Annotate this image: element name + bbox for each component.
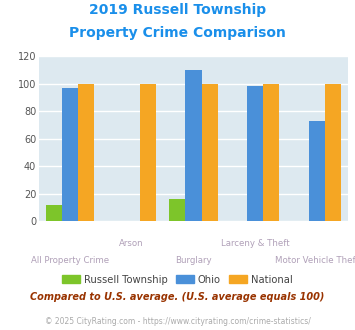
Bar bbox=[62, 88, 78, 221]
Text: Arson: Arson bbox=[119, 239, 144, 248]
Bar bbox=[202, 83, 218, 221]
Bar bbox=[140, 83, 156, 221]
Text: © 2025 CityRating.com - https://www.cityrating.com/crime-statistics/: © 2025 CityRating.com - https://www.city… bbox=[45, 317, 310, 326]
Bar bbox=[309, 121, 325, 221]
Bar bbox=[46, 205, 62, 221]
Text: Larceny & Theft: Larceny & Theft bbox=[221, 239, 290, 248]
Bar bbox=[169, 199, 185, 221]
Text: All Property Crime: All Property Crime bbox=[31, 256, 109, 265]
Bar bbox=[185, 70, 202, 221]
Text: Compared to U.S. average. (U.S. average equals 100): Compared to U.S. average. (U.S. average … bbox=[30, 292, 325, 302]
Bar bbox=[78, 83, 94, 221]
Text: Property Crime Comparison: Property Crime Comparison bbox=[69, 26, 286, 40]
Bar bbox=[325, 83, 341, 221]
Bar bbox=[247, 86, 263, 221]
Text: 2019 Russell Township: 2019 Russell Township bbox=[89, 3, 266, 17]
Bar bbox=[263, 83, 279, 221]
Legend: Russell Township, Ohio, National: Russell Township, Ohio, National bbox=[58, 271, 297, 289]
Text: Burglary: Burglary bbox=[175, 256, 212, 265]
Text: Motor Vehicle Theft: Motor Vehicle Theft bbox=[275, 256, 355, 265]
